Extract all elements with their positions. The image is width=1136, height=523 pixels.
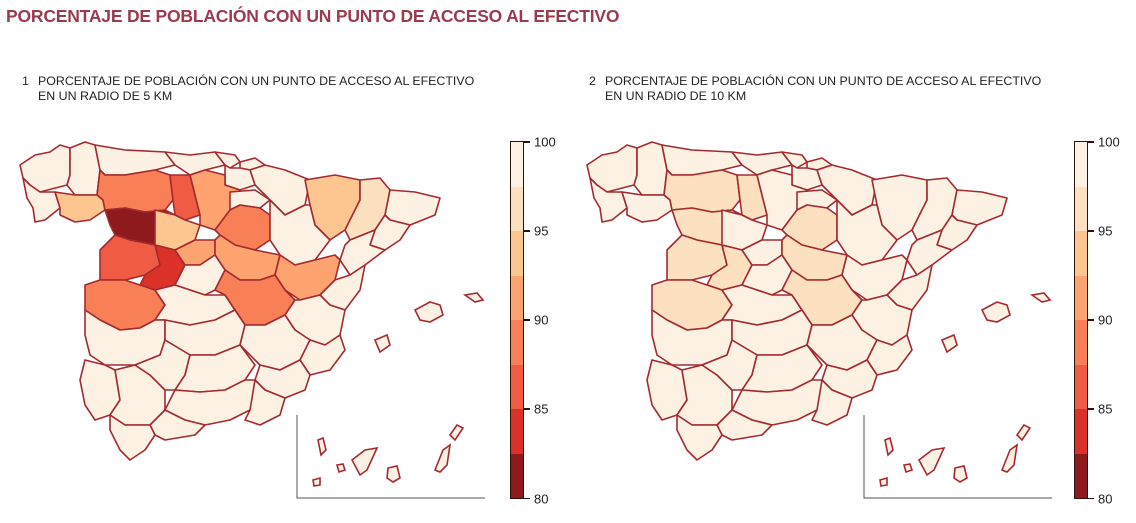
province-cantabria (164, 151, 226, 176)
island-ibiza (940, 333, 958, 354)
province-leon (96, 169, 174, 213)
legend-tick-label: 85 (1098, 401, 1113, 417)
island-fuerteventura (433, 443, 452, 473)
legend-color-bar (1074, 141, 1088, 499)
map-10km (586, 141, 1052, 499)
island-el-hierro (312, 476, 321, 487)
legend-tick-label: 95 (1098, 223, 1113, 239)
province-asturias (94, 144, 176, 176)
legend-tick-label: 95 (534, 223, 549, 239)
province-asturias (661, 144, 743, 176)
island-ibiza (373, 333, 391, 354)
island-la-gomera (902, 463, 914, 474)
map-5km (19, 141, 485, 499)
legend-tick-label: 100 (1098, 134, 1120, 150)
province-vizcaya (214, 151, 241, 169)
province-cadiz (109, 414, 156, 461)
province-zaragoza (836, 199, 898, 266)
province-malaga (716, 409, 773, 441)
island-menorca (462, 292, 485, 303)
province-pontevedra (589, 177, 628, 223)
map-1-title: 1 PORCENTAJE DE POBLACIÓN CON UN PUNTO DE… (22, 74, 474, 104)
legend-color-bar (510, 141, 524, 499)
legend-tick (524, 319, 530, 321)
province-cadiz (676, 414, 723, 461)
province-ourense (621, 191, 673, 223)
legend-tick (524, 230, 530, 232)
province-pontevedra (22, 177, 61, 223)
legend-tick-label: 80 (534, 491, 549, 506)
province-girona (951, 189, 1008, 226)
island-el-hierro (879, 476, 888, 487)
island-lanzarote (448, 423, 465, 442)
map-2-title-line1: PORCENTAJE DE POBLACIÓN CON UN PUNTO DE … (605, 74, 1042, 88)
province-vizcaya (781, 151, 808, 169)
map-2-number: 2 (589, 74, 596, 88)
map-1-title-line2: EN UN RADIO DE 5 KM (38, 89, 173, 103)
legend-tick-label: 80 (1098, 491, 1113, 506)
map-2-title: 2 PORCENTAJE DE POBLACIÓN CON UN PUNTO DE… (589, 74, 1041, 104)
island-gran-canaria (953, 465, 968, 483)
island-mallorca (980, 301, 1011, 323)
legend-tick-label: 90 (534, 312, 549, 328)
province-ourense (54, 191, 106, 223)
island-la-palma (317, 436, 327, 457)
legend-tick (1088, 319, 1094, 321)
province-leon (663, 169, 741, 213)
map-1-title-line1: PORCENTAJE DE POBLACIÓN CON UN PUNTO DE … (38, 74, 475, 88)
map-2-title-line2: EN UN RADIO DE 10 KM (605, 89, 747, 103)
legend-tick (1088, 497, 1094, 499)
legend-tick-label: 85 (534, 401, 549, 417)
province-girona (384, 189, 441, 226)
legend-tick (524, 497, 530, 499)
legend-tick-label: 100 (534, 134, 556, 150)
canary-inset-frame (863, 415, 1052, 499)
island-tenerife (917, 446, 946, 477)
island-menorca (1029, 292, 1052, 303)
province-cantabria (731, 151, 793, 176)
island-gran-canaria (386, 465, 401, 483)
island-la-gomera (335, 463, 347, 474)
province-almeria (811, 379, 853, 426)
legend-tick (1088, 141, 1094, 143)
island-tenerife (350, 446, 379, 477)
island-lanzarote (1015, 423, 1032, 442)
legend-tick (1088, 230, 1094, 232)
legend-tick (524, 408, 530, 410)
island-fuerteventura (1000, 443, 1019, 473)
legend-tick (1088, 408, 1094, 410)
legend-tick (524, 141, 530, 143)
canary-inset-frame (296, 415, 485, 499)
island-la-palma (884, 436, 894, 457)
province-almeria (244, 379, 286, 426)
province-lugo (66, 141, 101, 196)
province-malaga (149, 409, 206, 441)
province-lugo (633, 141, 668, 196)
map-1-number: 1 (22, 74, 29, 88)
legend-tick-label: 90 (1098, 312, 1113, 328)
page-title: PORCENTAJE DE POBLACIÓN CON UN PUNTO DE … (6, 6, 620, 26)
island-mallorca (413, 301, 444, 323)
province-zaragoza (269, 199, 331, 266)
